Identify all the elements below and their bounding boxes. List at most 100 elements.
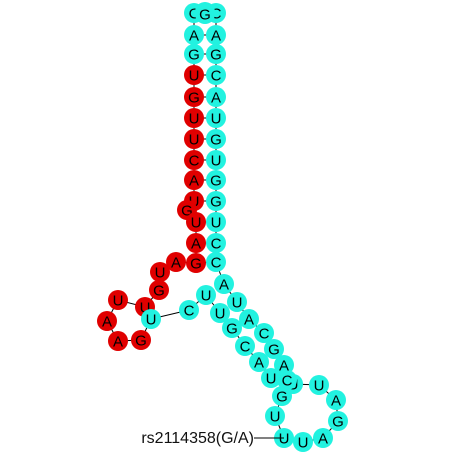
nucleotide-circle [239,309,259,329]
nucleotide-circle [206,252,226,272]
nucleotide-label: C [211,68,222,85]
nucleotide-circle [108,331,128,351]
nucleotide: U [141,309,161,329]
nucleotide-circle [206,150,226,170]
nucleotide-circle [261,368,281,388]
nucleotide: A [214,274,234,294]
nucleotide-label: G [190,256,202,273]
nucleotide-circle [108,290,128,310]
nucleotide-circle [97,311,117,331]
nucleotide-label: C [189,6,200,23]
nucleotide-label: U [211,153,222,170]
nucleotide: G [272,386,292,406]
nucleotide-circle [249,352,269,372]
nucleotide: C [206,233,226,253]
nucleotide-circle [326,390,346,410]
nucleotide: U [184,129,204,149]
nucleotide-circle [328,411,348,431]
nucleotide: A [184,25,204,45]
nucleotide: G [206,44,226,64]
nucleotide-label: U [113,293,124,310]
nucleotide: A [206,87,226,107]
nucleotide-label: A [254,355,264,372]
nucleotide-circle [214,274,234,294]
nucleotide-circle [206,108,226,128]
nucleotide: G [206,170,226,190]
nucleotide-label: C [282,373,293,390]
nucleotides: CAGUGUUCAUGUAGAUGUUAAGUCUUGCAUUUAGAUUUGC… [97,2,348,452]
nucleotide-label: U [189,68,200,85]
nucleotide-label: C [189,153,200,170]
nucleotide: C [277,370,297,390]
nucleotide-circle [309,375,329,395]
nucleotide-label: U [298,435,309,452]
nucleotide: G [206,129,226,149]
nucleotide-label: G [276,389,288,406]
nucleotide-label: U [270,409,281,426]
nucleotide: C [235,336,255,356]
nucleotide: C [254,323,274,343]
nucleotide: A [97,311,117,331]
nucleotide-label: A [211,28,221,45]
nucleotide: G [149,280,169,300]
nucleotide: U [293,432,313,452]
nucleotide-circle [179,300,199,320]
nucleotide: A [108,331,128,351]
nucleotide-circle [206,233,226,253]
nucleotide-circle [264,339,284,359]
nucleotide-circle [206,25,226,45]
nucleotide-circle [313,428,333,448]
nucleotide-circle [166,252,186,272]
nucleotide-label: A [318,431,328,448]
nucleotide-label: U [314,378,325,395]
nucleotide-label: C [259,326,270,343]
nucleotide-label: G [210,194,222,211]
nucleotide-label: U [140,300,151,317]
nucleotide: U [210,303,230,323]
nucleotide-label: A [171,255,181,272]
nucleotide-circle [265,406,285,426]
nucleotide: U [265,406,285,426]
nucleotide-label: U [146,312,157,329]
nucleotide: A [186,233,206,253]
nucleotide-label: U [232,295,243,312]
nucleotide: C [206,252,226,272]
nucleotide-circle [206,212,226,232]
nucleotide-label: A [189,28,199,45]
nucleotide-label: C [211,236,222,253]
nucleotide-label: C [211,6,222,23]
nucleotide-label: A [191,236,201,253]
nucleotide: G [195,4,215,24]
nucleotide-circle [184,87,204,107]
nucleotide-circle [235,336,255,356]
nucleotide: U [196,285,216,305]
nucleotide-label: C [184,303,195,320]
nucleotide-circle [206,129,226,149]
nucleotide-label: U [189,194,200,211]
nucleotide: G [184,44,204,64]
nucleotide-label: G [188,90,200,107]
nucleotide: A [166,252,186,272]
nucleotide-label: A [279,358,289,375]
nucleotide-circle [210,303,230,323]
nucleotide: G [222,318,242,338]
nucleotide: G [264,339,284,359]
nucleotide: G [184,87,204,107]
nucleotide-circle [254,323,274,343]
nucleotide-circle [206,65,226,85]
snp-label: rs2114358(G/A) [141,430,254,447]
nucleotide-circle [184,150,204,170]
nucleotide: A [326,390,346,410]
nucleotide-label: G [188,47,200,64]
nucleotide-label: G [210,47,222,64]
nucleotide-circle [186,253,206,273]
nucleotide-label: U [211,215,222,232]
nucleotide: U [261,368,281,388]
nucleotide-circle [272,386,292,406]
nucleotide-circle [184,44,204,64]
nucleotide: U [186,212,206,232]
nucleotide-label: C [211,255,222,272]
nucleotide-circle [131,330,151,350]
nucleotide: A [206,25,226,45]
nucleotide-circle [184,25,204,45]
